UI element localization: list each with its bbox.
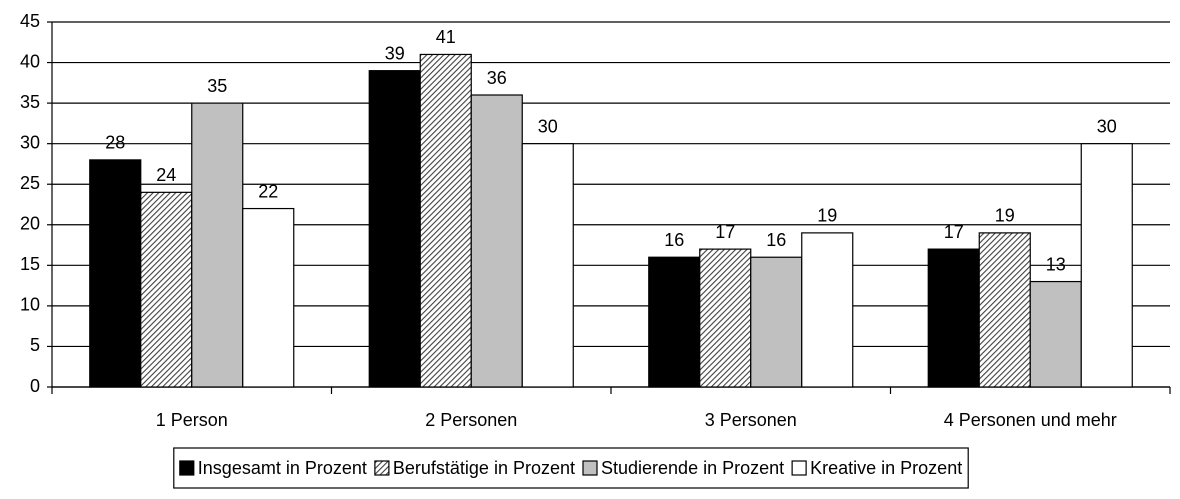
data-label: 39: [385, 43, 405, 63]
x-tick-label: 1 Person: [156, 410, 228, 430]
data-label: 22: [258, 181, 278, 201]
legend-label: Studierende in Prozent: [601, 458, 784, 478]
bar: [750, 256, 803, 388]
x-tick-label: 3 Personen: [705, 410, 797, 430]
bar: [699, 248, 752, 388]
data-label: 19: [817, 206, 837, 226]
y-tick-label: 5: [30, 335, 40, 355]
legend-swatch: [582, 460, 598, 476]
data-label: 13: [1046, 254, 1066, 274]
data-label: 36: [487, 68, 507, 88]
bar: [521, 143, 574, 388]
data-label: 28: [105, 133, 125, 153]
data-label: 24: [156, 165, 176, 185]
bar: [368, 70, 421, 388]
bar: [1029, 280, 1082, 388]
legend-swatch: [791, 460, 807, 476]
bar: [1080, 143, 1133, 388]
bar: [978, 232, 1031, 388]
bar: [648, 256, 701, 388]
bar: [140, 191, 193, 388]
data-label: 19: [995, 206, 1015, 226]
data-label: 16: [766, 230, 786, 250]
y-tick-label: 45: [20, 11, 40, 31]
legend-box: [173, 447, 969, 489]
data-label: 30: [1097, 116, 1117, 136]
legend-swatch: [179, 460, 195, 476]
data-label: 17: [715, 222, 735, 242]
legend-swatch: [374, 460, 390, 476]
legend-label: Kreative in Prozent: [810, 458, 962, 478]
y-tick-label: 20: [20, 214, 40, 234]
y-tick-label: 35: [20, 92, 40, 112]
legend-label: Berufstätige in Prozent: [393, 458, 575, 478]
y-tick-label: 30: [20, 132, 40, 152]
y-tick-label: 40: [20, 51, 40, 71]
data-label: 16: [664, 230, 684, 250]
bar: [191, 102, 244, 388]
data-label: 41: [436, 27, 456, 47]
bar: [89, 159, 142, 388]
bar: [242, 207, 295, 388]
bar: [470, 94, 523, 388]
y-tick-label: 10: [20, 295, 40, 315]
bar: [419, 53, 472, 388]
data-label: 17: [944, 222, 964, 242]
bar: [927, 248, 980, 388]
data-label: 35: [207, 76, 227, 96]
bar: [801, 232, 854, 388]
y-tick-label: 15: [20, 254, 40, 274]
y-tick-label: 0: [30, 376, 40, 396]
x-tick-label: 2 Personen: [425, 410, 517, 430]
y-tick-label: 25: [20, 173, 40, 193]
legend-label: Insgesamt in Prozent: [198, 458, 367, 478]
data-label: 30: [538, 116, 558, 136]
x-tick-label: 4 Personen und mehr: [944, 410, 1117, 430]
